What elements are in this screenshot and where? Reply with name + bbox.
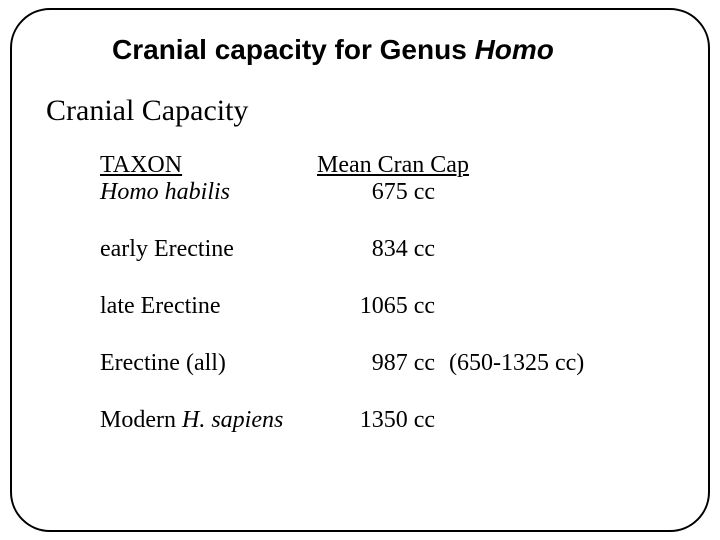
table-row: Erectine (all) 987 cc (650-1325 cc) xyxy=(100,350,678,377)
table-row: early Erectine 834 cc xyxy=(100,236,678,263)
header-taxon: TAXON xyxy=(100,152,325,179)
table-header-row: TAXON Mean Cran Cap xyxy=(100,152,678,179)
data-table: TAXON Mean Cran Cap Homo habilis 675 cc … xyxy=(100,152,678,434)
taxon-cell: late Erectine xyxy=(100,293,325,320)
header-value: Mean Cran Cap xyxy=(317,152,469,179)
value-cell: 1065 cc xyxy=(325,293,435,320)
row-gap xyxy=(100,263,678,293)
row-gap xyxy=(100,377,678,407)
table-row: late Erectine 1065 cc xyxy=(100,293,678,320)
taxon-cell: Modern H. sapiens xyxy=(100,407,325,434)
page-title: Cranial capacity for Genus Homo xyxy=(112,34,678,66)
row-gap xyxy=(100,320,678,350)
table-row: Modern H. sapiens 1350 cc xyxy=(100,407,678,434)
extra-cell: (650-1325 cc) xyxy=(435,350,584,377)
value-cell: 675 cc xyxy=(325,179,435,206)
slide-frame: Cranial capacity for Genus Homo Cranial … xyxy=(10,8,710,532)
taxon-italic: H. sapiens xyxy=(182,407,283,433)
taxon-cell: early Erectine xyxy=(100,236,325,263)
value-cell: 834 cc xyxy=(325,236,435,263)
taxon-cell: Erectine (all) xyxy=(100,350,325,377)
row-gap xyxy=(100,206,678,236)
table-row: Homo habilis 675 cc xyxy=(100,179,678,206)
title-prefix: Cranial capacity for Genus xyxy=(112,34,475,65)
value-cell: 987 cc xyxy=(325,350,435,377)
value-cell: 1350 cc xyxy=(325,407,435,434)
taxon-cell: Homo habilis xyxy=(100,179,325,206)
subtitle: Cranial Capacity xyxy=(46,94,678,128)
taxon-prefix: Modern xyxy=(100,407,182,433)
title-italic: Homo xyxy=(475,34,554,65)
